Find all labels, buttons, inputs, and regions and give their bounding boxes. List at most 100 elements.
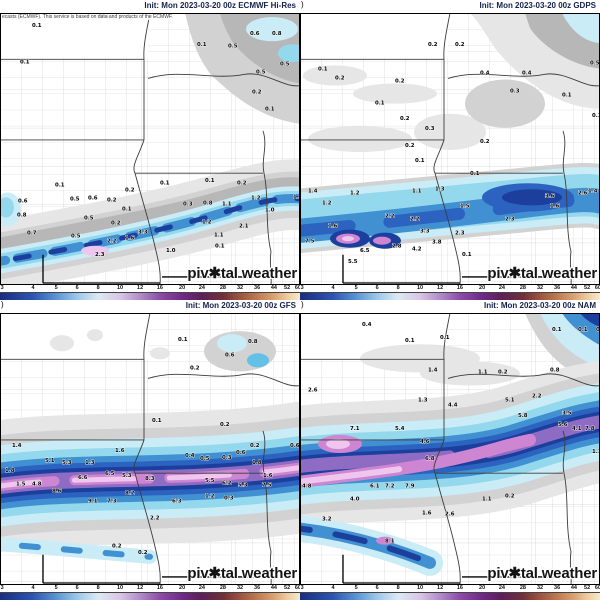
state-borders-thick <box>42 254 272 284</box>
snow-value-label: 1.8 <box>252 460 262 466</box>
colorbar-tick-label: 4 <box>331 585 335 591</box>
model-init-title: Init: Mon 2023-03-20 00z GFS <box>185 301 296 310</box>
colorbar-tick-label: 20 <box>179 285 186 291</box>
colorbar-tick-label: 36 <box>554 285 561 291</box>
snow-value-label: 3.3 <box>138 230 148 236</box>
snow-value-label: 0.1 <box>440 335 450 341</box>
snow-value-label: 4.8 <box>32 481 42 487</box>
snow-value-label: 0.4 <box>185 453 195 459</box>
snow-value-label: 5.5 <box>348 259 358 265</box>
snow-value-label: 8.2 <box>125 490 135 496</box>
snow-value-label: 1.2 <box>322 200 332 206</box>
colorbar-tick-label: 60 <box>294 585 300 591</box>
snowfall-shading <box>81 245 109 256</box>
snow-value-label: 0.4 <box>362 322 372 328</box>
colorbar-tick-label: 10 <box>116 585 124 591</box>
snow-value-label: 0.8 <box>17 212 27 218</box>
snow-value-label: 5.4 <box>395 426 405 432</box>
snow-value-label: 0.7 <box>27 231 37 237</box>
snowfall-shading <box>278 44 300 63</box>
colorbar-tick-label: 5 <box>354 585 358 591</box>
forecast-map-nam[interactable]: 0.4 0.1 0.1 0.1 0.1 0.1 0.2 1.4 1.1 0.8 2.6 1.3 4.4 5… <box>300 313 600 585</box>
snow-value-label: 8.6 <box>52 488 62 494</box>
colorbar-tick-label: 6 <box>375 585 379 591</box>
snow-value-label: 1.1 <box>478 369 488 375</box>
colorbar-tick-label: 10 <box>116 285 124 291</box>
snow-value-label: 1.1 <box>592 449 600 455</box>
colorbar-tick-label: 20 <box>179 585 186 591</box>
colorbar-tick-label: 3 <box>300 585 304 591</box>
snow-value-label: 2.1 <box>239 224 249 230</box>
state-borders <box>0 313 300 585</box>
colorbar-tick-label: 6 <box>75 585 79 591</box>
pivotal-weather-logo: piv✱tal weather <box>487 565 597 582</box>
snow-value-label: 1.6 <box>115 448 125 454</box>
snow-value-label: 0.2 <box>428 42 438 48</box>
map-blank-region <box>0 13 148 59</box>
snow-value-label: 0.2 <box>498 369 508 375</box>
colorbar-tick-label: 24 <box>498 585 505 591</box>
snow-value-label: 0.6 <box>290 443 300 449</box>
snowfall-shading <box>326 438 350 449</box>
state-borders <box>300 313 600 585</box>
snow-value-label: 1.0 <box>166 248 176 254</box>
snow-value-label: 0.1 <box>265 107 275 113</box>
snow-value-label: 0.2 <box>335 75 345 81</box>
colorbar-tick-label: 5 <box>354 285 358 291</box>
snow-value-label: 4.6 <box>420 439 430 445</box>
snow-value-label: 0.2 <box>237 180 247 186</box>
snow-value-label: 1.3 <box>418 398 428 404</box>
snow-value-label: 0.3 <box>224 495 234 501</box>
snow-value-label: 2.2 <box>410 217 420 223</box>
snow-value-label: 0.2 <box>252 90 262 96</box>
snow-value-label: 0.1 <box>32 23 42 29</box>
snow-value-label: 1.3 <box>435 186 445 192</box>
pivotal-weather-logo: piv✱tal weather <box>187 265 297 282</box>
snow-value-label: 0.1 <box>215 244 225 250</box>
forecast-map-ecmwf[interactable]: ecasts (ECMWF). This service is based on… <box>0 13 300 285</box>
snowfall-shading <box>502 189 562 206</box>
forecast-map-gfs[interactable]: 0.1 0.8 0.6 0.2 0.1 0.2 1.4 1.6 5.1 5.3 1.3 1.8 6.5 5… <box>0 313 300 585</box>
snow-value-label: 0.5 <box>256 69 266 75</box>
snow-value-label: 0.2 <box>125 187 135 193</box>
snow-value-label: 6.1 <box>370 483 380 489</box>
snow-value-label: 1.5 <box>16 481 26 487</box>
snowfall-shading <box>217 334 247 353</box>
snowfall-colorbar: 3 4 5 6 8 10 12 16 20 24 28 32 36 44 52 60 <box>0 585 300 600</box>
snowfall-shading <box>308 125 412 153</box>
snow-value-label: 0.1 <box>562 93 572 99</box>
snow-value-label: 3.2 <box>322 517 332 523</box>
snow-value-label: 1.2 <box>350 190 360 196</box>
forecast-map-gdps[interactable]: 0.2 0.2 0.2 0.2 0.1 0.1 0.4 0.4 0.3 0.5 0.1 0.2 0.3 0… <box>300 13 600 285</box>
snow-value-label: 1.4 <box>12 443 22 449</box>
snowfall-shading <box>247 353 269 368</box>
snow-value-label: 1.8 <box>5 468 15 474</box>
snow-value-label: 0.6 <box>250 31 260 37</box>
panel-titlebar: ) Init: Mon 2023-03-20 00z NAM <box>300 300 600 313</box>
snow-value-label: 2.6 <box>578 190 588 196</box>
colorbar-tick-label: 4 <box>31 285 35 291</box>
snowfall-shading <box>414 113 486 151</box>
colorbar-tick-label: 24 <box>198 585 205 591</box>
snow-value-label: 4.1 <box>572 426 582 432</box>
snow-value-label: 0.3 <box>510 89 520 95</box>
panel-titlebar: ) Init: Mon 2023-03-20 00z GFS <box>0 300 300 313</box>
snow-value-label: 0.3 <box>425 126 435 132</box>
snow-value-label: 0.3 <box>183 201 193 207</box>
colorbar-tick-label: 28 <box>219 585 226 591</box>
snow-value-label: 0.2 <box>395 78 405 84</box>
colorbar-tick-label: 8 <box>96 285 100 291</box>
colorbar-tick-label: 24 <box>498 285 505 291</box>
snow-value-label: 0.1 <box>375 101 385 107</box>
colorbar-tick-label: 60 <box>294 285 300 291</box>
snow-value-label: 5.3 <box>122 473 132 479</box>
snow-value-label: 0.1 <box>552 327 562 333</box>
snow-value-label: 4.0 <box>350 496 360 502</box>
colorbar-tick-label: 10 <box>416 585 424 591</box>
snow-value-label: 0.5 <box>590 60 600 66</box>
snow-value-label: 1.1 <box>222 201 232 207</box>
snowfall-colorbar: 3 4 5 6 8 10 12 16 20 24 28 32 36 44 52 60 <box>300 585 600 600</box>
colorbar-tick-label: 44 <box>270 285 277 291</box>
snowfall-shading <box>87 329 103 342</box>
snow-value-label: 0.6 <box>225 352 235 358</box>
